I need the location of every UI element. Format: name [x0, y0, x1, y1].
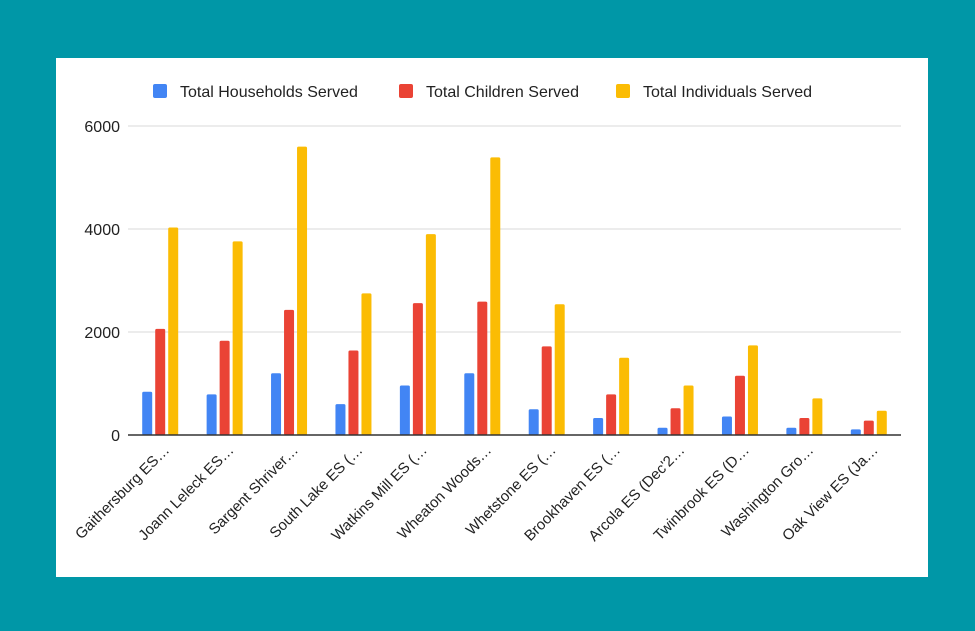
bar-total-children-served[interactable] [412, 303, 423, 435]
bar-total-individuals-served[interactable] [168, 227, 179, 435]
bar-total-households-served[interactable] [850, 429, 861, 435]
y-axis-ticks: 0 2000 4000 6000 [84, 119, 120, 445]
bar-total-children-served[interactable] [734, 375, 745, 435]
bar-total-children-served[interactable] [348, 350, 359, 435]
bar-total-households-served[interactable] [399, 385, 410, 435]
bar-total-children-served[interactable] [863, 420, 874, 435]
gridlines [128, 125, 901, 333]
y-tick-label: 4000 [84, 222, 120, 239]
legend-label: Total Individuals Served [643, 84, 812, 101]
bar-total-children-served[interactable] [541, 346, 552, 435]
y-tick-label: 6000 [84, 119, 120, 136]
bar-total-individuals-served[interactable] [490, 157, 501, 435]
legend-swatch [153, 84, 167, 98]
bar-total-children-served[interactable] [155, 328, 166, 435]
bar-total-individuals-served[interactable] [876, 410, 887, 435]
bar-total-households-served[interactable] [786, 427, 797, 435]
bar-chart: Total Households Served Total Children Se… [72, 84, 901, 545]
bar-total-households-served[interactable] [271, 373, 282, 435]
x-axis-labels: Gaithersburg ES…Joann Leleck ES…Sargent … [72, 442, 882, 545]
bar-total-households-served[interactable] [721, 416, 732, 435]
bars [142, 146, 887, 435]
y-tick-label: 0 [111, 428, 120, 445]
bar-total-individuals-served[interactable] [232, 241, 243, 435]
legend-label: Total Households Served [180, 84, 358, 101]
bar-total-individuals-served[interactable] [812, 398, 823, 435]
bar-total-households-served[interactable] [528, 409, 539, 435]
chart-card: Total Households Served Total Children Se… [56, 58, 928, 577]
bar-total-children-served[interactable] [477, 301, 488, 435]
bar-total-households-served[interactable] [206, 394, 217, 435]
bar-total-households-served[interactable] [335, 404, 346, 435]
bar-total-individuals-served[interactable] [747, 345, 758, 435]
bar-total-individuals-served[interactable] [683, 385, 694, 435]
bar-total-children-served[interactable] [219, 340, 230, 435]
bar-total-households-served[interactable] [657, 427, 668, 435]
bar-total-children-served[interactable] [670, 408, 681, 435]
bar-total-individuals-served[interactable] [554, 304, 565, 435]
bar-total-children-served[interactable] [799, 418, 810, 435]
bar-total-individuals-served[interactable] [425, 234, 436, 435]
legend: Total Households Served Total Children Se… [153, 84, 812, 101]
bar-total-children-served[interactable] [606, 394, 617, 435]
bar-total-individuals-served[interactable] [361, 293, 372, 435]
legend-label: Total Children Served [426, 84, 579, 101]
bar-total-households-served[interactable] [142, 391, 153, 435]
bar-total-households-served[interactable] [593, 418, 604, 435]
bar-total-children-served[interactable] [284, 309, 295, 435]
bar-total-individuals-served[interactable] [619, 357, 630, 435]
y-tick-label: 2000 [84, 325, 120, 342]
legend-swatch [399, 84, 413, 98]
legend-swatch [616, 84, 630, 98]
bar-total-households-served[interactable] [464, 373, 475, 435]
bar-total-individuals-served[interactable] [297, 146, 308, 435]
